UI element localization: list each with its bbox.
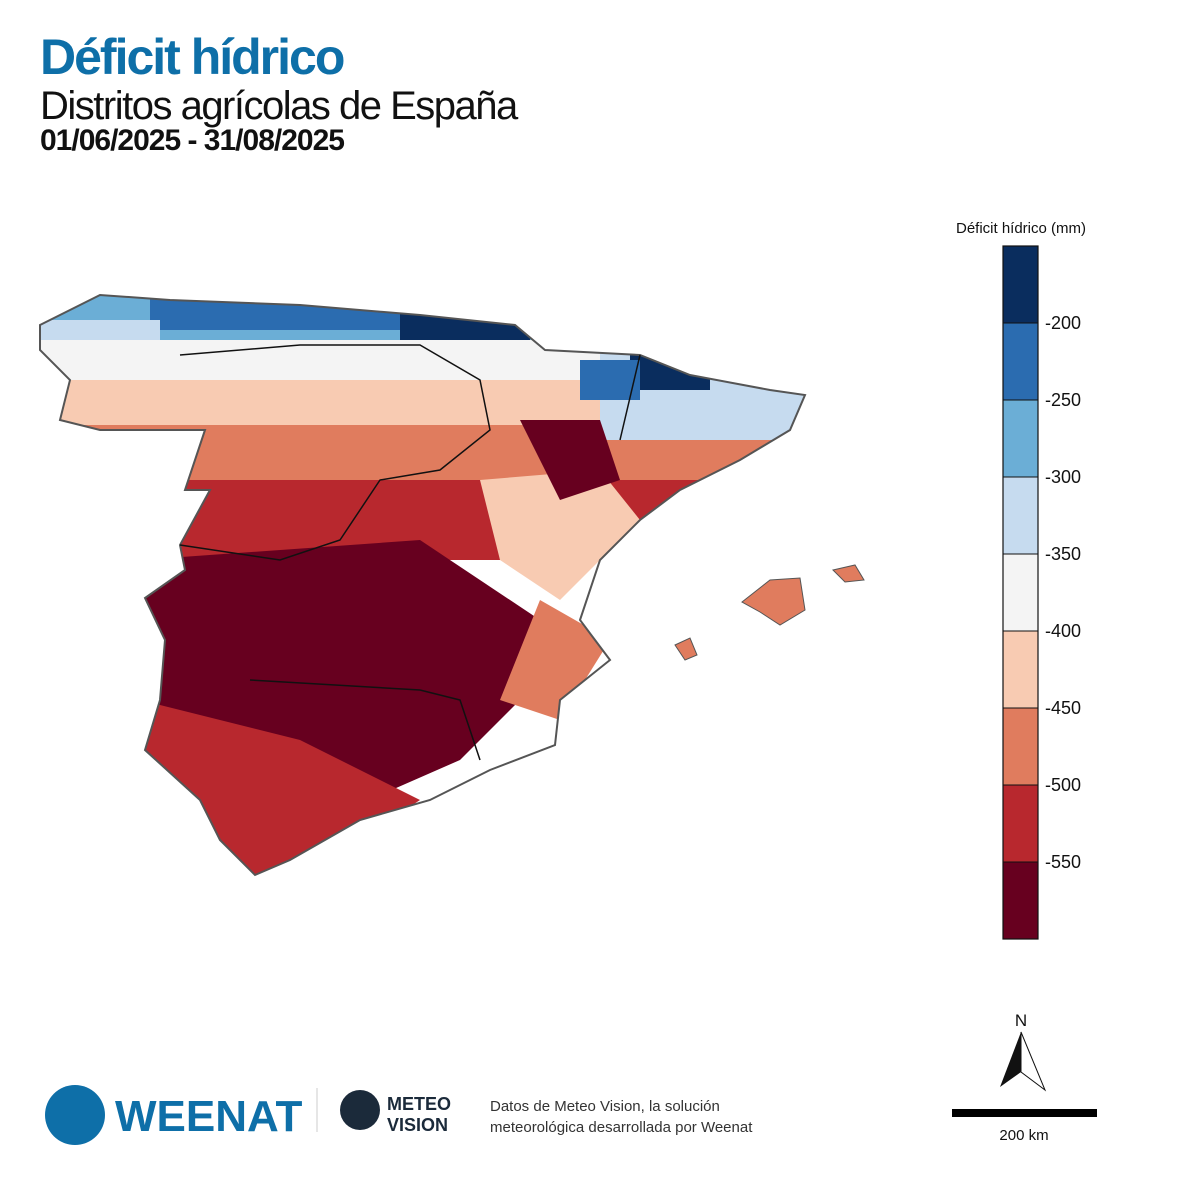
legend-swatch: [1003, 554, 1038, 631]
island: [832, 564, 865, 583]
subtitle: Distritos agrícolas de España: [40, 84, 518, 128]
legend-swatch: [1003, 862, 1038, 939]
meteo-logo: [340, 1090, 380, 1130]
legend-swatch: [1003, 708, 1038, 785]
legend-tick-label: -400: [1045, 621, 1081, 641]
legend-frame: [1002, 245, 1039, 940]
credit: Datos de Meteo Vision, la solución: [490, 1098, 720, 1115]
brand: WEENAT: [115, 1092, 303, 1141]
partner: VISION: [387, 1115, 448, 1135]
weenat-logo: [45, 1085, 105, 1145]
country-outline: [39, 293, 807, 877]
island: [741, 577, 806, 626]
legend-tick-label: -550: [1045, 852, 1081, 872]
credit: meteorológica desarrollada por Weenat: [490, 1119, 753, 1136]
legend-tick-label: -200: [1045, 313, 1081, 333]
north-arrow: [1000, 1032, 1021, 1087]
period: 01/06/2025 - 31/08/2025: [40, 124, 345, 157]
legend-title: Déficit hídrico (mm): [956, 220, 1086, 237]
north-arrow: [1020, 1031, 1047, 1092]
legend-swatch: [1003, 400, 1038, 477]
region-border: [249, 679, 481, 761]
scale-label: 200 km: [999, 1127, 1048, 1144]
region-border: [619, 354, 641, 441]
title: Déficit hídrico: [40, 29, 345, 85]
partner: METEO: [387, 1094, 451, 1114]
legend-tick-label: -300: [1045, 467, 1081, 487]
legend-tick-label: -350: [1045, 544, 1081, 564]
legend-tick-label: -450: [1045, 698, 1081, 718]
legend: -550 -500 -450 -400 -350 -300 -250 -200: [1002, 245, 1081, 940]
island: [674, 637, 698, 661]
legend-swatch: [1003, 631, 1038, 708]
legend-swatch: [1003, 785, 1038, 862]
legend-swatch: [1003, 323, 1038, 400]
legend-swatch: [1003, 477, 1038, 554]
legend-tick-label: -500: [1045, 775, 1081, 795]
north-label: N: [1015, 1011, 1027, 1030]
legend-swatch: [1003, 246, 1038, 323]
region-border: [179, 344, 491, 561]
scale-bar: [952, 1109, 1097, 1117]
legend-tick-label: -250: [1045, 390, 1081, 410]
